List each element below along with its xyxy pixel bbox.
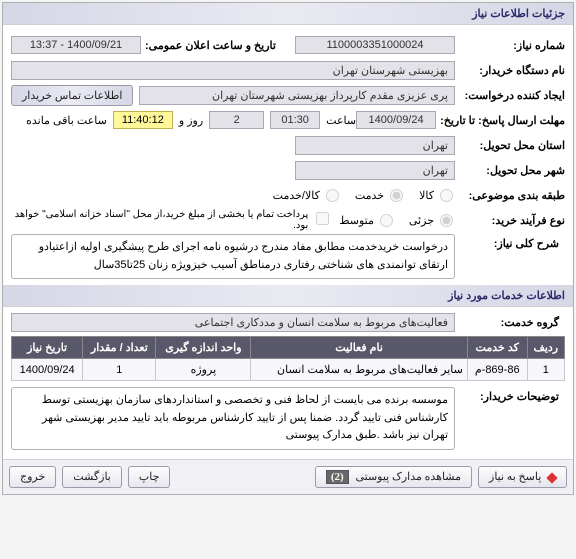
buy-note: پرداخت تمام یا بخشی از مبلغ خرید،از محل … xyxy=(11,209,308,231)
city-label: شهر محل تحویل: xyxy=(455,164,565,177)
td-code: 869-86-م xyxy=(467,359,527,381)
row-group: گروه خدمت: فعالیت‌های مربوط به سلامت انس… xyxy=(11,311,565,333)
payment-note-check xyxy=(316,212,329,225)
deadline-label: مهلت ارسال پاسخ: تا تاریخ: xyxy=(436,114,565,127)
province-label: استان محل تحویل: xyxy=(455,139,565,152)
topic-service-radio xyxy=(390,189,403,202)
explain-label: توضیحات خریدار: xyxy=(455,387,565,406)
buy-medium-radio xyxy=(380,214,393,227)
row-topic: طبقه بندی موضوعی: کالا خدمت کالا/خدمت xyxy=(11,184,565,206)
deadline-time-label: ساعت xyxy=(326,114,356,127)
row-city: شهر محل تحویل: تهران xyxy=(11,159,565,181)
deadline-days: 2 xyxy=(209,111,264,129)
td-unit: پروژه xyxy=(156,359,251,381)
creator-value: پری عزیزی مقدم کارپرداز بهزیستی شهرستان … xyxy=(139,86,455,105)
group-label: گروه خدمت: xyxy=(455,313,565,332)
row-buy-type: نوع فرآیند خرید: جزئی متوسط پرداخت تمام … xyxy=(11,209,565,231)
buy-small-text: جزئی xyxy=(409,214,434,227)
td-qty: 1 xyxy=(83,359,156,381)
city-value: تهران xyxy=(295,161,455,180)
row-buyer: نام دستگاه خریدار: بهزیستی شهرستان تهران xyxy=(11,59,565,81)
need-details-panel: جزئیات اطلاعات نیاز شماره نیاز: 11000033… xyxy=(2,2,574,495)
desc-title: شرح کلی نیاز: xyxy=(455,234,565,253)
topic-goods-service-radio xyxy=(326,189,339,202)
panel-body: شماره نیاز: 1100003351000024 تاریخ و ساع… xyxy=(3,25,573,459)
footer-bar: پاسخ به نیاز مشاهده مدارک پیوستی (2) چاپ… xyxy=(3,459,573,494)
deadline-time: 01:30 xyxy=(270,111,320,129)
attachments-count: (2) xyxy=(326,470,349,484)
buy-type-label: نوع فرآیند خرید: xyxy=(455,214,565,227)
province-value: تهران xyxy=(295,136,455,155)
need-no-value: 1100003351000024 xyxy=(295,36,455,54)
need-no-label: شماره نیاز: xyxy=(455,39,565,52)
buyer-value: بهزیستی شهرستان تهران xyxy=(11,61,455,80)
topic-goods-text: کالا xyxy=(419,189,434,202)
topic-goods-radio xyxy=(440,189,453,202)
explain-body: موسسه برنده می بایست از لحاظ فنی و تخصصی… xyxy=(11,387,455,450)
announce-label: تاریخ و ساعت اعلان عمومی: xyxy=(141,39,276,52)
row-desc: شرح کلی نیاز: درخواست خریدخدمت مطابق مفا… xyxy=(11,234,565,279)
services-table: ردیف کد خدمت نام فعالیت واحد اندازه گیری… xyxy=(11,336,565,381)
row-need-no: شماره نیاز: 1100003351000024 تاریخ و ساع… xyxy=(11,34,565,56)
buy-small-radio xyxy=(440,214,453,227)
th-name: نام فعالیت xyxy=(251,337,468,359)
topic-goods-service-text: کالا/خدمت xyxy=(273,189,320,202)
td-date: 1400/09/24 xyxy=(12,359,83,381)
th-code: کد خدمت xyxy=(467,337,527,359)
th-date: تاریخ نیاز xyxy=(12,337,83,359)
buy-type-radio-group: جزئی متوسط xyxy=(329,214,455,227)
table-header-row: ردیف کد خدمت نام فعالیت واحد اندازه گیری… xyxy=(12,337,565,359)
row-deadline: مهلت ارسال پاسخ: تا تاریخ: 1400/09/24 سا… xyxy=(11,109,565,131)
respond-label: پاسخ به نیاز xyxy=(489,471,541,483)
row-explain: توضیحات خریدار: موسسه برنده می بایست از … xyxy=(11,387,565,450)
th-unit: واحد اندازه گیری xyxy=(156,337,251,359)
desc-body: درخواست خریدخدمت مطابق مفاد مندرج درشیوه… xyxy=(11,234,455,279)
topic-service-text: خدمت xyxy=(355,189,384,202)
row-province: استان محل تحویل: تهران xyxy=(11,134,565,156)
days-label: روز و xyxy=(179,114,203,127)
topic-radio-group: کالا خدمت کالا/خدمت xyxy=(263,189,455,202)
diamond-icon xyxy=(546,472,557,483)
buyer-label: نام دستگاه خریدار: xyxy=(455,64,565,77)
creator-label: ایجاد کننده درخواست: xyxy=(455,89,565,102)
back-button[interactable]: بازگشت xyxy=(62,466,122,488)
td-name: سایر فعالیت‌های مربوط به سلامت انسان xyxy=(251,359,468,381)
deadline-date: 1400/09/24 xyxy=(356,111,436,129)
table-row: 1 869-86-م سایر فعالیت‌های مربوط به سلام… xyxy=(12,359,565,381)
countdown: 11:40:12 xyxy=(113,111,173,129)
panel-title: جزئیات اطلاعات نیاز xyxy=(3,3,573,25)
group-value: فعالیت‌های مربوط به سلامت انسان و مددکار… xyxy=(11,313,455,332)
remain-label: ساعت باقی مانده xyxy=(26,114,107,127)
th-qty: تعداد / مقدار xyxy=(83,337,156,359)
th-idx: ردیف xyxy=(527,337,564,359)
row-creator: ایجاد کننده درخواست: پری عزیزی مقدم کارپ… xyxy=(11,84,565,106)
print-button[interactable]: چاپ xyxy=(128,466,171,488)
contact-buyer-button[interactable]: اطلاعات تماس خریدار xyxy=(11,85,133,106)
topic-label: طبقه بندی موضوعی: xyxy=(455,189,565,202)
announce-value: 1400/09/21 - 13:37 xyxy=(11,36,141,54)
respond-button[interactable]: پاسخ به نیاز xyxy=(478,466,567,488)
attachments-label: مشاهده مدارک پیوستی xyxy=(355,471,461,483)
buy-medium-text: متوسط xyxy=(339,214,374,227)
attachments-button[interactable]: مشاهده مدارک پیوستی (2) xyxy=(315,466,472,488)
services-subheader: اطلاعات خدمات مورد نیاز xyxy=(3,285,573,307)
td-idx: 1 xyxy=(527,359,564,381)
payment-note-checkbox xyxy=(314,212,329,228)
exit-button[interactable]: خروج xyxy=(9,466,56,488)
